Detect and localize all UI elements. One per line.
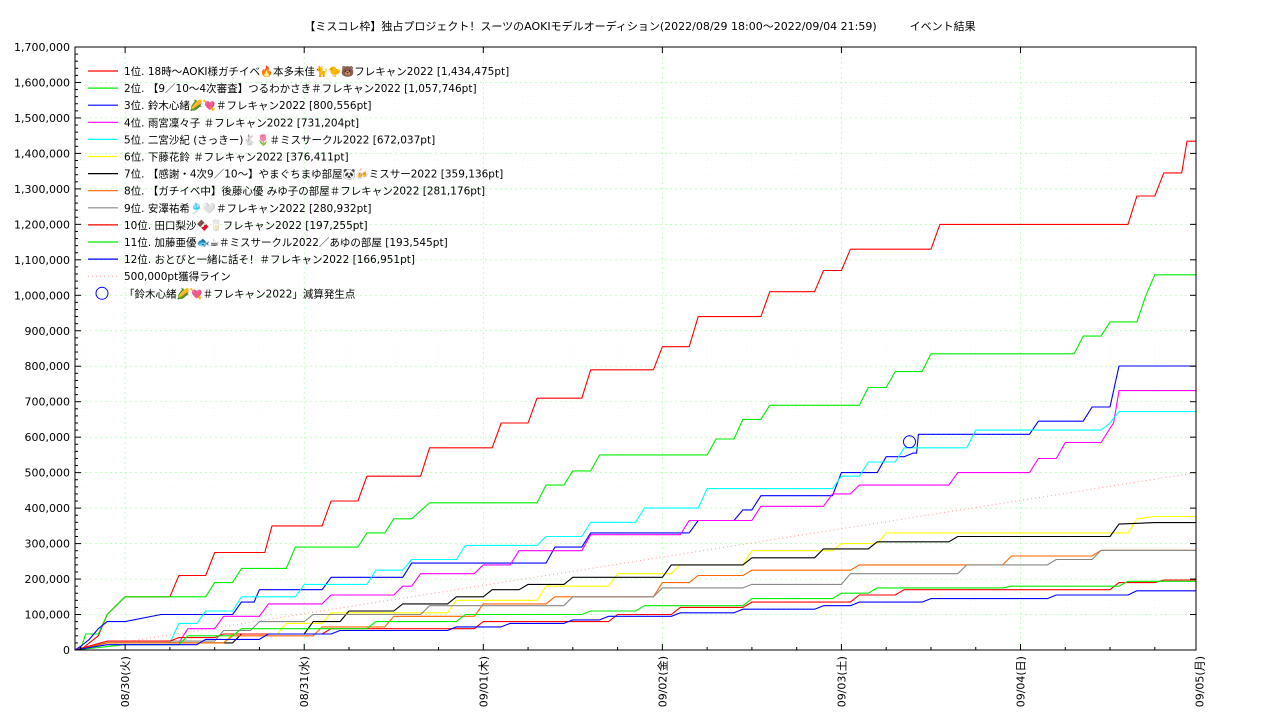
marker-layer (902, 435, 916, 449)
y-tick-label: 0 (63, 644, 70, 657)
y-tick-label: 600,000 (25, 431, 71, 444)
reference-line-500000 (74, 472, 1197, 651)
y-tick-label: 100,000 (25, 609, 71, 622)
legend-label-3: 3位. 鈴木心緒🌽💘＃フレキャン2022 [800,556pt] (124, 99, 371, 112)
y-tick-label: 1,000,000 (14, 289, 70, 302)
legend-label-5: 5位. 二宮沙紀 (さっきー)🐇🌷＃ミスサークル2022 [672,037pt] (124, 133, 435, 146)
legend-label-6: 6位. 下藤花鈴 ＃フレキャン2022 [376,411pt] (124, 151, 349, 164)
grid (75, 46, 1196, 651)
legend-label-1: 1位. 18時〜AOKI様ガチイベ🔥本多未佳🐈🐤🐻フレキャン2022 [1,43… (124, 65, 509, 78)
y-tick-label: 1,600,000 (14, 76, 70, 89)
y-tick-label: 1,100,000 (14, 254, 70, 267)
legend-label-9: 9位. 安澤祐希🎐🤍＃フレキャン2022 [280,932pt] (124, 202, 371, 215)
y-tick-label: 1,200,000 (14, 218, 70, 231)
reference-line-layer (74, 472, 1197, 651)
y-tick-label: 700,000 (25, 396, 71, 409)
series-line-12 (74, 590, 1196, 651)
x-tick-label: 09/02(金) (655, 656, 669, 707)
x-tick-label: 09/03(土) (835, 656, 848, 707)
chart-title: 【ミスコレ枠】独占プロジェクト！スーツのAOKIモデルオーディション(2022/… (304, 20, 976, 33)
series-layer (74, 140, 1196, 651)
x-tick-label: 08/30(火) (119, 656, 132, 707)
series-line-2 (79, 274, 1196, 651)
series-line-10 (74, 579, 1196, 651)
legend-label-10: 10位. 田口梨沙🍫🥛フレキャン2022 [197,255pt] (124, 219, 368, 232)
x-tick-label: 09/04(日) (1015, 656, 1028, 707)
legend-label-12: 12位. おとびと一緒に話そ！＃フレキャン2022 [166,951pt] (124, 253, 415, 266)
y-tick-label: 1,400,000 (14, 147, 70, 160)
y-tick-label: 500,000 (25, 467, 71, 480)
x-tick-label: 08/31(水) (298, 656, 311, 707)
deduction-marker (902, 435, 916, 449)
x-tick-label: 09/05(月) (1194, 656, 1207, 707)
y-tick-label: 300,000 (25, 538, 71, 551)
legend: 1位. 18時〜AOKI様ガチイベ🔥本多未佳🐈🐤🐻フレキャン2022 [1,43… (88, 65, 509, 300)
legend-label-2: 2位. 【9／10〜4次審査】つるわかさき＃フレキャン2022 [1,057,7… (124, 82, 477, 95)
legend-label-4: 4位. 雨宮凜々子 ＃フレキャン2022 [731,204pt] (124, 116, 359, 129)
x-tick-label: 09/01(木) (477, 656, 490, 707)
series-line-4 (74, 390, 1196, 651)
y-tick-label: 1,500,000 (14, 112, 70, 125)
legend-label-marker: 「鈴木心緒🌽💘＃フレキャン2022」減算発生点 (124, 287, 355, 300)
y-tick-label: 200,000 (25, 573, 71, 586)
y-tick-label: 1,700,000 (14, 41, 70, 54)
series-line-1 (80, 140, 1196, 651)
series-line-11 (74, 580, 1196, 651)
y-tick-label: 400,000 (25, 502, 71, 515)
legend-label-11: 11位. 加藤亜優🐟☕＃ミスサークル2022／あゆの部屋 [193,545pt] (124, 236, 448, 249)
legend-label-reference: 500,000pt獲得ライン (124, 270, 231, 283)
y-tick-label: 900,000 (25, 325, 71, 338)
legend-label-8: 8位. 【ガチイベ中】後藤心優 みゆ子の部屋＃フレキャン2022 [281,17… (124, 185, 485, 198)
y-tick-label: 800,000 (25, 360, 71, 373)
series-line-7 (74, 522, 1196, 651)
series-line-6 (74, 515, 1196, 651)
series-line-9 (74, 549, 1196, 651)
legend-label-7: 7位. 【感謝・4次9／10〜】やまぐちまゆ部屋🐼🍻ミスサー2022 [359,… (124, 168, 503, 181)
y-tick-label: 1,300,000 (14, 183, 70, 196)
legend-swatch-marker (95, 286, 109, 300)
plot-frame (74, 46, 1197, 651)
series-line-5 (74, 411, 1196, 651)
axis-layer: 0 100,000 200,000 300,000 400,000 500,000 600,… (14, 41, 1207, 707)
